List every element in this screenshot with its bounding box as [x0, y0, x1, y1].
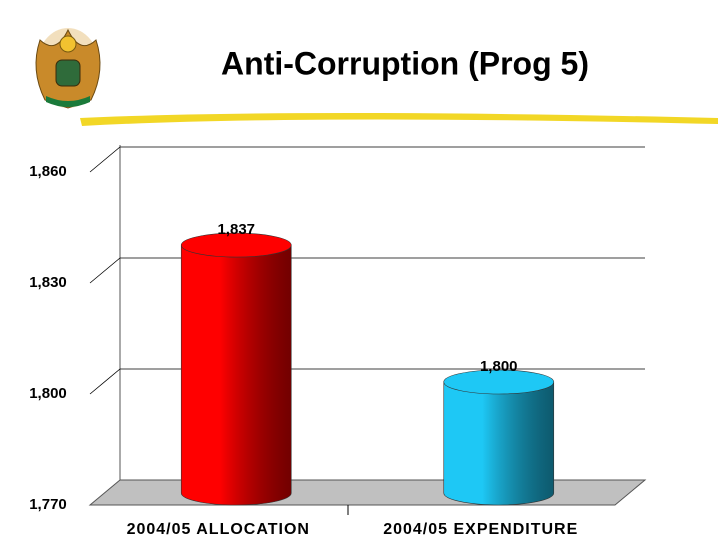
y-tick-label: 1,830	[29, 274, 67, 291]
grid-line	[89, 368, 645, 395]
y-tick-label: 1,800	[29, 385, 67, 402]
floor	[88, 479, 647, 506]
chart-title: Anti-Corruption (Prog 5)	[221, 45, 589, 81]
y-tick-label: 1,770	[29, 496, 67, 513]
bar-top	[443, 369, 555, 395]
value-label: 1,837	[217, 221, 255, 238]
x-tick-label: 2004/05 EXPENDITURE	[383, 521, 578, 538]
title-underline	[80, 113, 718, 126]
value-label: 1,800	[480, 358, 518, 375]
emblem	[35, 28, 101, 109]
grid-line	[89, 257, 645, 284]
bar	[443, 381, 555, 506]
grid-line	[89, 146, 645, 173]
x-tick-label: 2004/05 ALLOCATION	[127, 521, 310, 538]
bar-group	[443, 369, 555, 506]
bar-group	[180, 232, 292, 506]
bar	[180, 244, 292, 506]
y-tick-label: 1,860	[29, 163, 67, 180]
bar-top	[180, 232, 292, 258]
